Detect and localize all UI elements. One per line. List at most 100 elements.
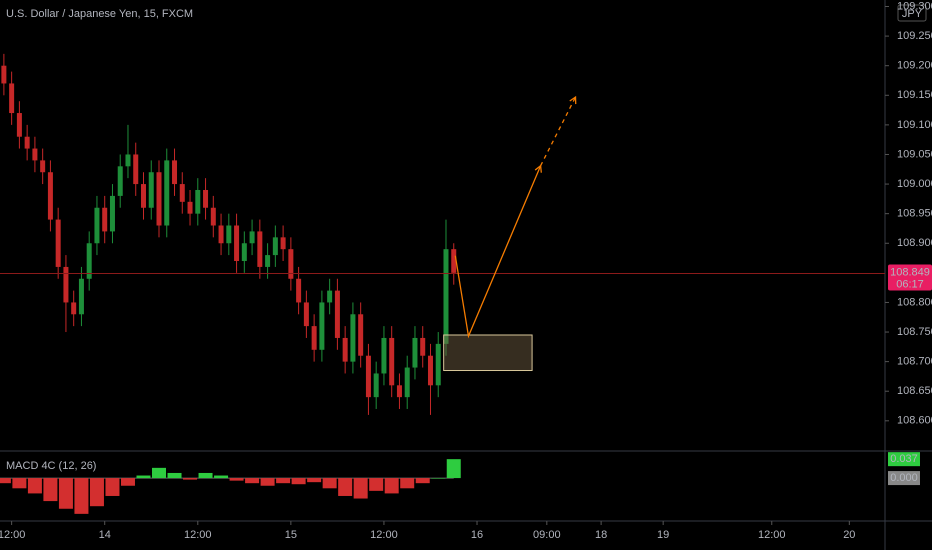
macd-bar	[74, 478, 89, 514]
candle-body	[404, 367, 410, 398]
x-tick-label: 20	[843, 529, 855, 541]
candle-body	[218, 225, 224, 244]
y-tick-label: 109.000	[897, 178, 932, 190]
macd-bar	[12, 478, 27, 489]
candle-body	[86, 243, 92, 279]
candle-body	[9, 83, 15, 114]
macd-bar	[198, 472, 213, 479]
macd-value-tag	[888, 452, 920, 467]
arrow-head	[569, 95, 577, 105]
arrow-drawing	[454, 165, 542, 339]
candle-body	[148, 172, 154, 208]
candle-body	[210, 207, 216, 226]
macd-bar	[152, 467, 167, 479]
macd-bar	[291, 478, 306, 485]
candle-body	[109, 195, 115, 232]
candle-body	[381, 337, 387, 374]
y-tick-label: 108.650	[897, 385, 932, 397]
macd-title: MACD 4C (12, 26)	[6, 460, 96, 472]
y-tick-label: 109.200	[897, 60, 932, 72]
last-price-label: 108.849	[890, 266, 930, 278]
y-tick-label: 109.100	[897, 119, 932, 131]
macd-bar	[120, 478, 135, 486]
macd-bar	[338, 478, 353, 496]
macd-zero-tag	[888, 471, 920, 486]
candle-body	[16, 113, 22, 137]
last-price-tag	[888, 264, 932, 291]
candle-body	[350, 314, 356, 362]
currency-badge[interactable]	[897, 4, 927, 22]
candle-body	[412, 337, 418, 368]
y-tick-label: 108.900	[897, 237, 932, 249]
macd-bar	[229, 478, 244, 481]
candle-body	[265, 255, 271, 267]
candle-body	[47, 172, 53, 220]
candle-body	[443, 249, 449, 344]
x-tick-label: 19	[657, 529, 669, 541]
candle-body	[389, 337, 395, 386]
candle-body	[435, 343, 441, 386]
candle-body	[133, 154, 139, 185]
x-tick-label: 12:00	[370, 529, 398, 541]
candle-body	[187, 201, 193, 214]
candle-body	[241, 243, 247, 262]
macd-bar	[27, 478, 42, 494]
y-tick-label: 108.800	[897, 296, 932, 308]
macd-bar	[136, 475, 151, 479]
x-tick-label: 12:00	[184, 529, 212, 541]
y-tick-label: 109.050	[897, 148, 932, 160]
y-tick-label: 108.750	[897, 326, 932, 338]
y-tick-label: 108.700	[897, 356, 932, 368]
candle-body	[78, 278, 84, 315]
candle-body	[63, 266, 69, 303]
candle-body	[71, 302, 77, 315]
candle-body	[195, 189, 201, 214]
rectangle-drawing	[443, 334, 533, 372]
candle-body	[172, 160, 178, 185]
candle-body	[396, 385, 402, 398]
x-tick-label: 18	[595, 529, 607, 541]
macd-bar	[446, 459, 461, 479]
macd-bar	[431, 478, 446, 479]
candle-body	[342, 337, 348, 362]
candle-body	[373, 373, 379, 398]
candle-body	[117, 166, 123, 196]
macd-bar	[89, 478, 104, 507]
candle-body	[365, 355, 371, 398]
candle-body	[102, 207, 108, 232]
macd-bar	[167, 472, 182, 479]
candle-body	[164, 160, 170, 226]
y-tick-label: 109.250	[897, 30, 932, 42]
macd-bar	[276, 478, 291, 484]
macd-bar	[105, 478, 120, 496]
macd-bar	[307, 478, 322, 483]
y-tick-label: 108.950	[897, 208, 932, 220]
macd-bar	[384, 478, 399, 494]
x-tick-label: 12:00	[0, 529, 25, 541]
x-tick-label: 16	[471, 529, 483, 541]
candle-body	[427, 355, 433, 386]
candle-body	[203, 189, 209, 208]
macd-bar	[245, 478, 260, 484]
y-tick-label: 108.600	[897, 415, 932, 427]
candle-body	[234, 225, 240, 262]
candle-body	[257, 231, 263, 267]
candle-body	[319, 302, 325, 350]
candle-body	[140, 184, 146, 208]
y-tick-label: 109.300	[897, 0, 932, 12]
candle-body	[327, 290, 333, 303]
x-tick-label: 09:00	[533, 529, 561, 541]
macd-bar	[58, 478, 73, 509]
currency-label[interactable]: JPY	[902, 8, 923, 20]
candle-body	[288, 249, 294, 279]
x-tick-label: 12:00	[758, 529, 786, 541]
candle-body	[226, 225, 232, 244]
candle-body	[32, 148, 38, 161]
candle-body	[280, 237, 286, 250]
countdown-label: 06:17	[896, 278, 924, 290]
macd-bar	[415, 478, 430, 484]
candle-body	[125, 154, 131, 167]
candle-body	[1, 65, 7, 84]
